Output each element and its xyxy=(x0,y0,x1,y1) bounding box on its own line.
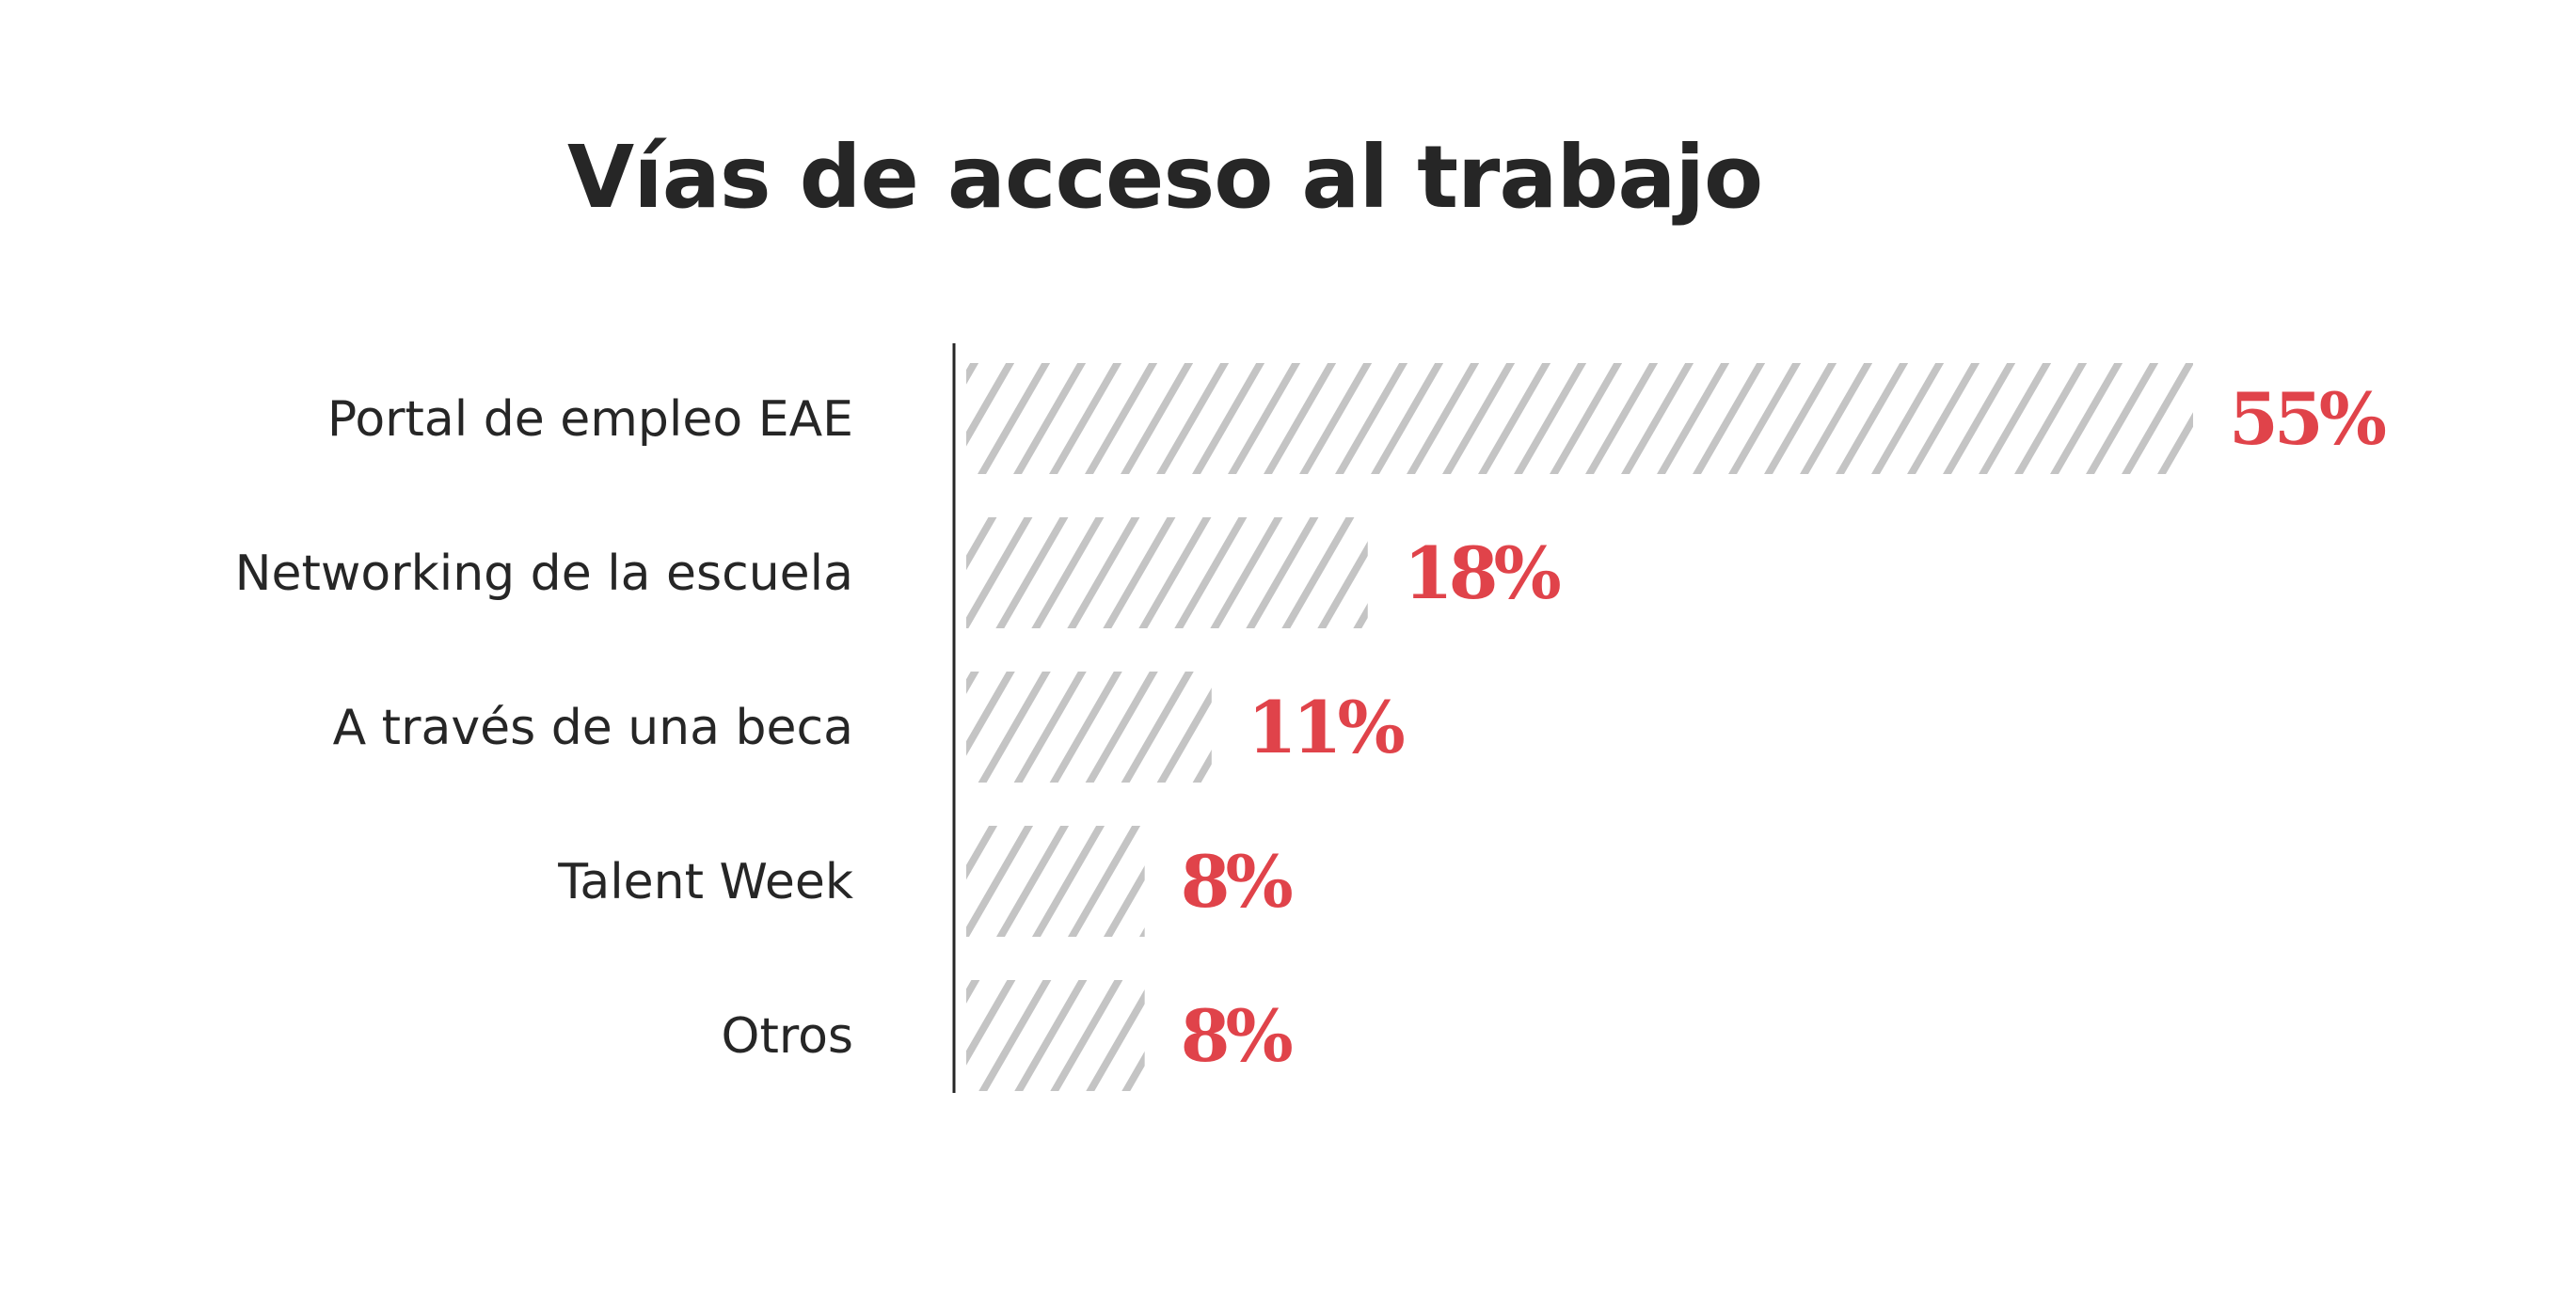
category-label: Portal de empleo EAE xyxy=(327,391,853,448)
category-label: Talent Week xyxy=(557,854,853,910)
value-label: 8% xyxy=(1181,840,1293,924)
category-label: A través de una beca xyxy=(333,700,853,756)
bar xyxy=(966,672,1212,783)
category-label: Otros xyxy=(722,1008,853,1065)
chart-title: Vías de acceso al trabajo xyxy=(567,127,1763,228)
value-label: 18% xyxy=(1404,531,1561,615)
bar xyxy=(966,517,1368,628)
value-label: 55% xyxy=(2229,377,2386,461)
value-label: 8% xyxy=(1181,994,1293,1078)
bar xyxy=(966,980,1145,1091)
category-label: Networking de la escuela xyxy=(235,546,853,602)
bar xyxy=(966,826,1145,937)
bar xyxy=(966,363,2193,474)
value-label: 11% xyxy=(1248,686,1405,769)
